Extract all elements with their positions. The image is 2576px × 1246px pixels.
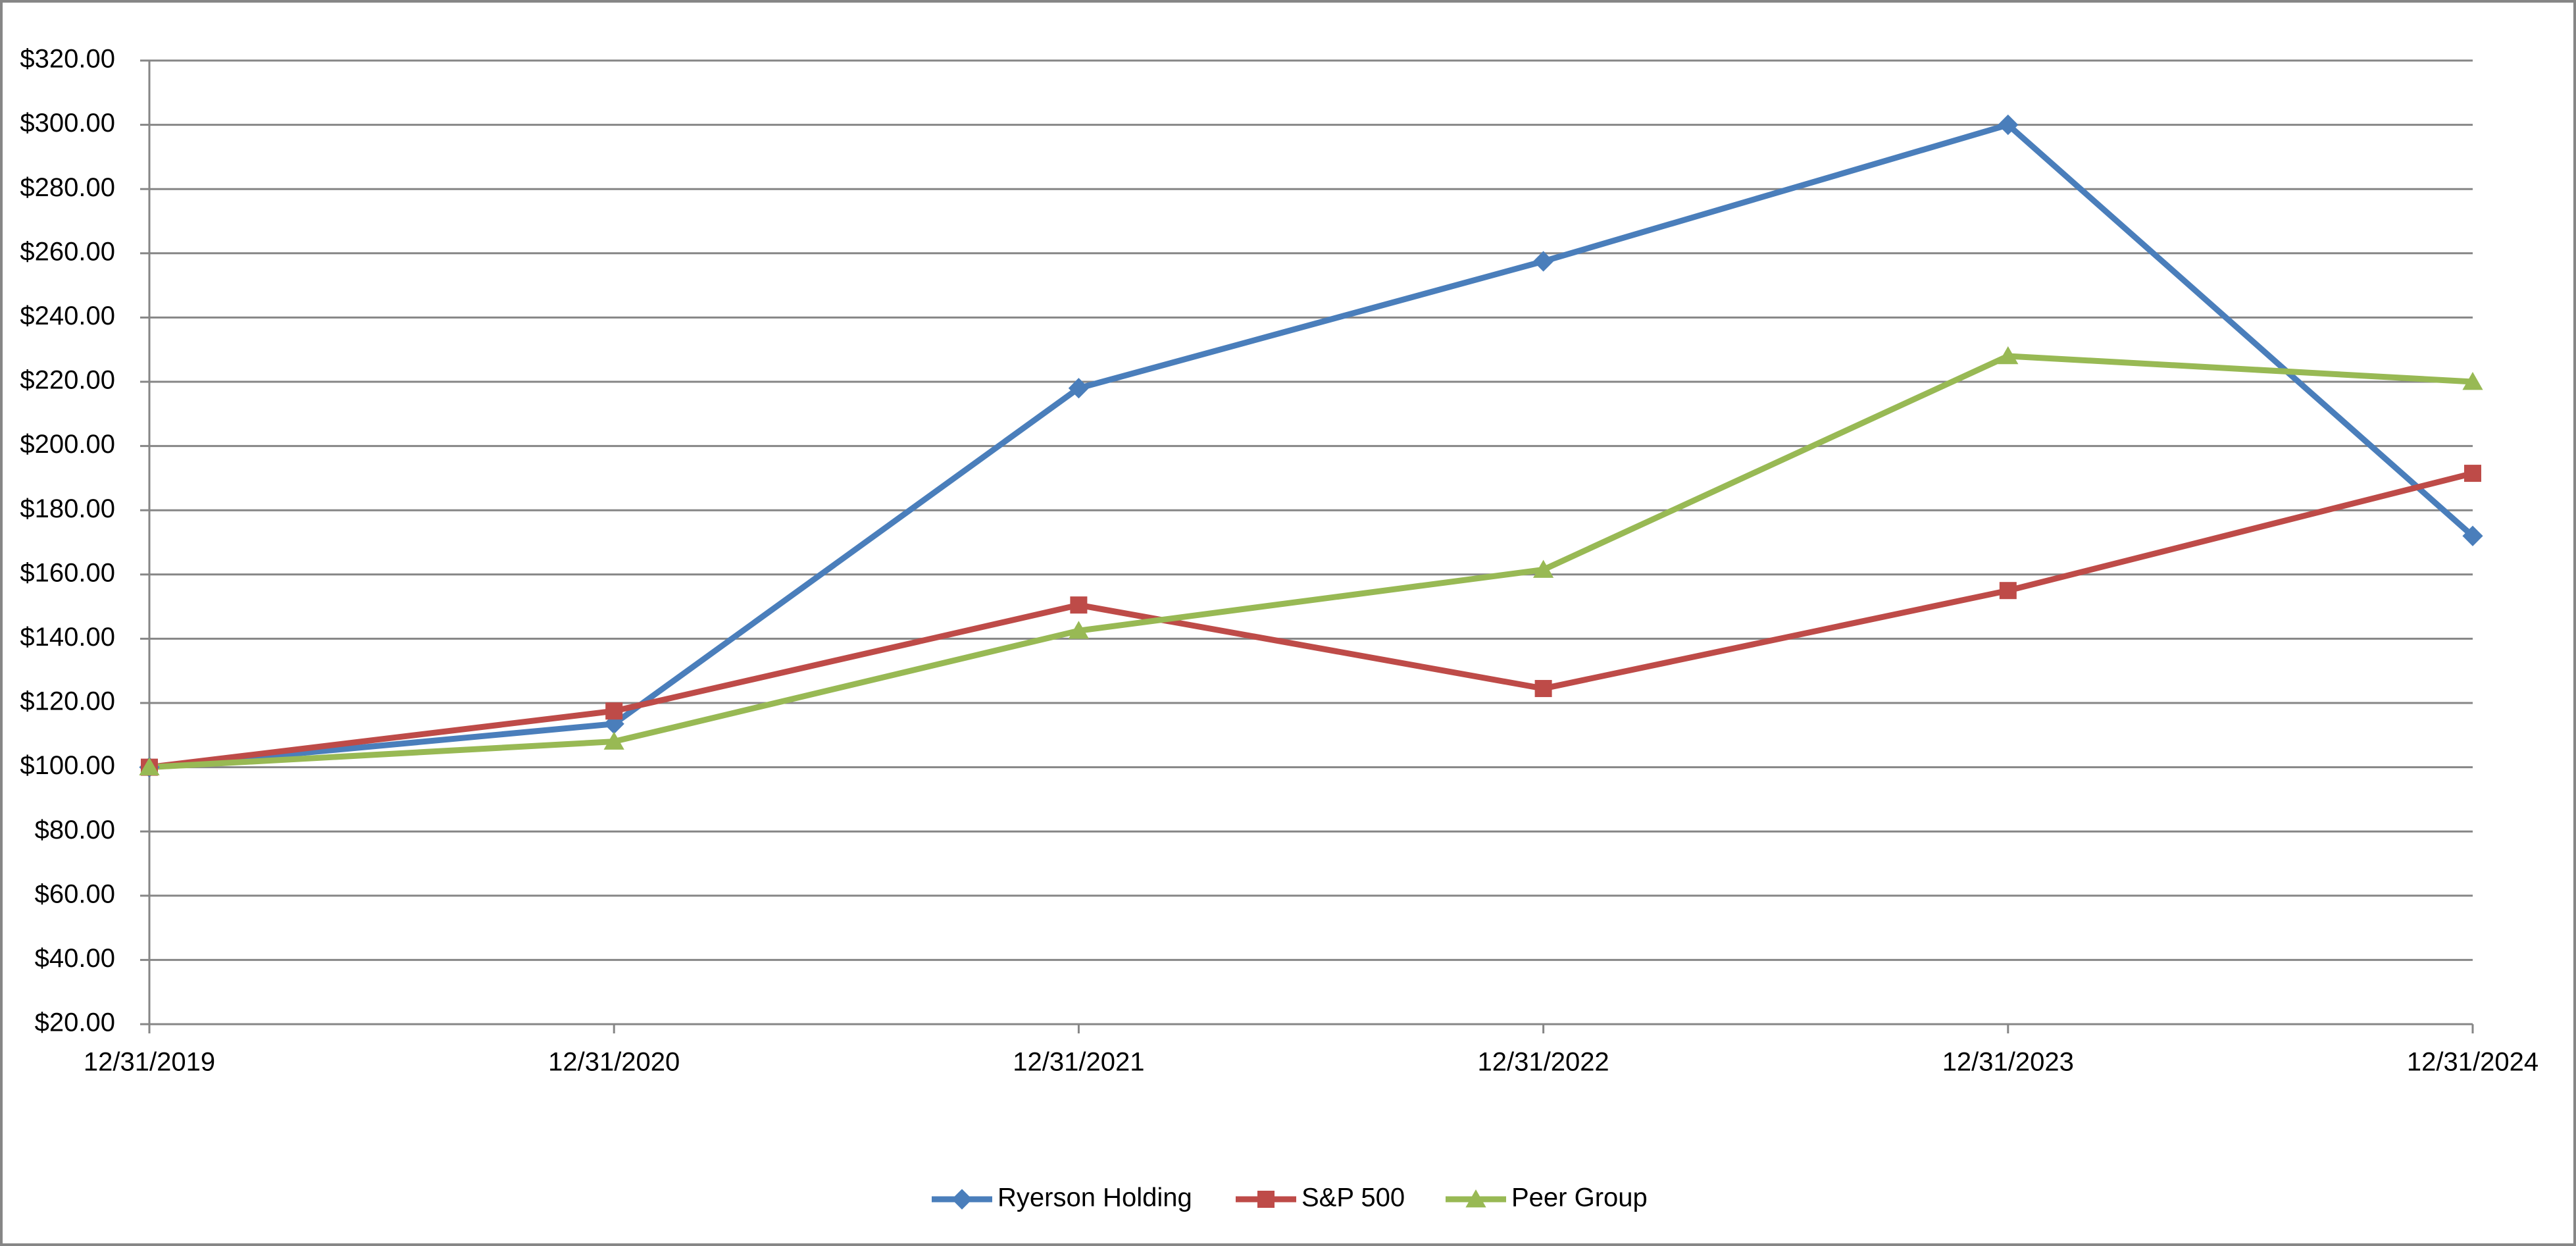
y-tick-label: $260.00 [20, 237, 115, 266]
y-tick-label: $300.00 [20, 109, 115, 138]
y-tick-label: $40.00 [35, 944, 115, 973]
x-tick-label: 12/31/2024 [2407, 1048, 2538, 1077]
y-tick-label: $140.00 [20, 623, 115, 652]
marker [2462, 525, 2483, 546]
marker [1999, 582, 2017, 600]
x-tick-label: 12/31/2023 [1942, 1048, 2074, 1077]
marker [603, 731, 624, 750]
y-tick-label: $120.00 [20, 687, 115, 716]
legend-marker [1465, 1189, 1486, 1208]
marker [1533, 251, 1554, 272]
series-line [149, 122, 2475, 771]
x-tick-label: 12/31/2019 [84, 1048, 215, 1077]
y-tick-label: $240.00 [20, 301, 115, 330]
marker [1070, 596, 1088, 614]
y-tick-label: $160.00 [20, 558, 115, 587]
marker [2462, 372, 2483, 390]
legend-label: S&P 500 [1301, 1183, 1405, 1212]
y-tick-label: $280.00 [20, 173, 115, 202]
y-tick-label: $220.00 [20, 366, 115, 395]
y-tick-label: $200.00 [20, 430, 115, 459]
x-tick-label: 12/31/2021 [1013, 1048, 1144, 1077]
y-tick-label: $100.00 [20, 751, 115, 780]
marker [603, 714, 624, 735]
marker [1068, 621, 1089, 639]
series-line [149, 353, 2473, 771]
marker [1998, 115, 2019, 136]
y-tick-label: $320.00 [20, 45, 115, 74]
legend-label: Ryerson Holding [998, 1183, 1192, 1212]
legend-label: Peer Group [1511, 1183, 1648, 1212]
x-tick-label: 12/31/2020 [548, 1048, 680, 1077]
marker [139, 757, 160, 775]
y-tick-label: $80.00 [35, 816, 115, 844]
marker [1068, 378, 1089, 399]
marker [605, 702, 623, 720]
marker [1998, 346, 2019, 365]
series-line [149, 470, 2474, 771]
legend-marker [951, 1189, 972, 1210]
x-tick-label: 12/31/2022 [1477, 1048, 1609, 1077]
y-tick-label: $60.00 [35, 879, 115, 908]
marker [2464, 465, 2481, 482]
marker [1534, 680, 1552, 698]
legend-marker [1257, 1191, 1275, 1208]
y-tick-label: $180.00 [20, 494, 115, 523]
y-tick-label: $20.00 [35, 1008, 115, 1037]
marker [1533, 559, 1554, 578]
